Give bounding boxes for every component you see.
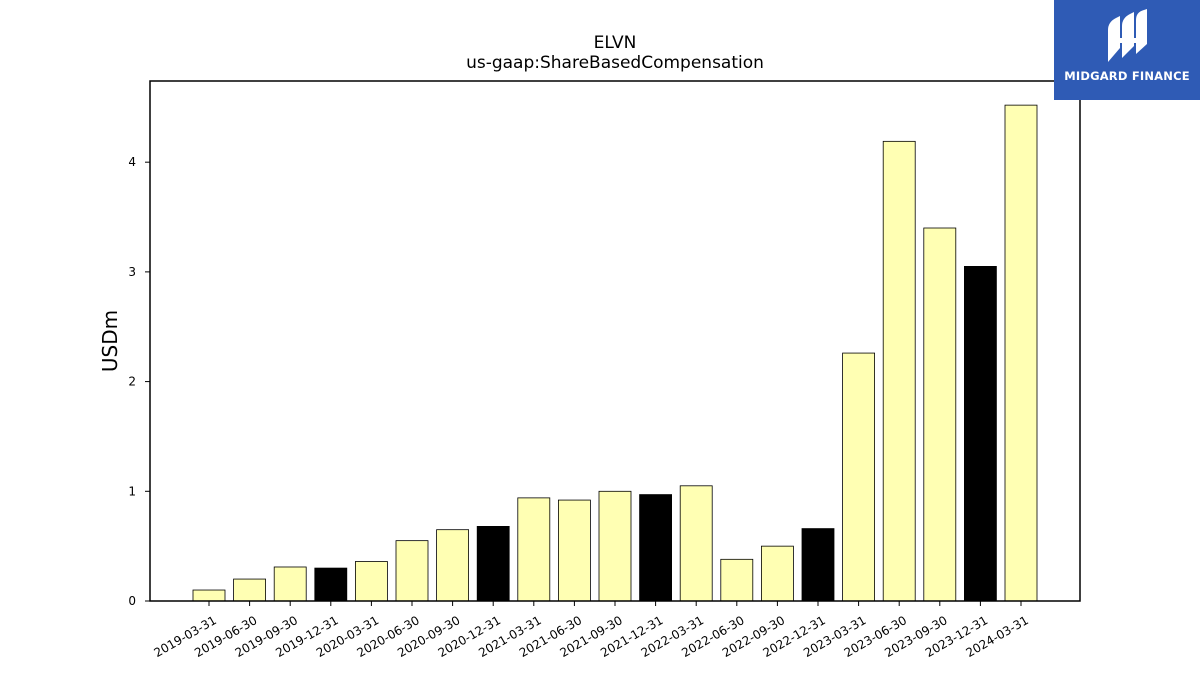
y-ticks-group: 0 1 2 3 4 [128,155,150,608]
bar-2019-06-30 [233,578,267,602]
bar-2022-03-31 [679,485,713,602]
bar-2022-12-31 [801,528,835,602]
chart-subtitle: us-gaap:ShareBasedCompensation [466,53,764,73]
chart-title: ELVN [594,33,637,53]
plot-frame [149,80,1081,602]
midgard-finance-logo: MIDGARD FINANCE [1054,0,1200,100]
bar-2021-03-31 [517,497,551,602]
bar-2021-06-30 [558,499,591,602]
logo-text: MIDGARD FINANCE [1064,69,1190,83]
y-tick-label: 1 [128,484,136,498]
bar-2019-12-31 [314,567,348,602]
bars-group [192,104,1038,602]
bar-2019-03-31 [192,589,226,602]
y-tick-label: 4 [128,155,136,169]
bar-2020-06-30 [395,540,429,602]
bar-2024-03-31 [1004,104,1038,602]
bar-2023-12-31 [964,266,997,602]
bar-2023-03-31 [842,352,875,602]
bar-2019-09-30 [273,566,307,602]
bar-2022-06-30 [720,558,754,602]
y-tick-label: 2 [128,375,136,389]
bar-2023-09-30 [923,227,957,602]
bar-2021-12-31 [639,494,672,602]
bar-2020-03-31 [354,561,388,602]
y-axis-label: USDm [98,310,122,372]
y-tick-label: 0 [128,594,136,608]
y-tick-label: 3 [128,265,136,279]
bar-2023-06-30 [882,140,916,602]
bar-2020-09-30 [436,529,470,602]
midgard-logo-icon [1108,9,1147,62]
bar-2020-12-31 [476,526,510,602]
bar-2021-09-30 [598,490,632,602]
bar-2022-09-30 [761,545,794,602]
x-ticks-group: 2019-03-312019-06-302019-09-302019-12-31… [151,601,1031,660]
